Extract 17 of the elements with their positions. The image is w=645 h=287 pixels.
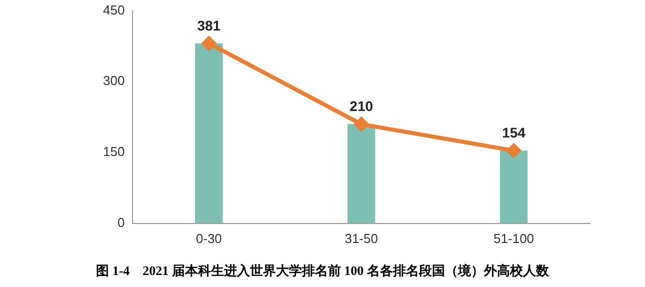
point <box>202 36 216 50</box>
data-label: 381 <box>197 17 221 34</box>
point <box>354 117 368 132</box>
point <box>506 144 521 158</box>
bar <box>348 124 376 224</box>
y-tick-label: 450 <box>102 2 125 18</box>
y-tick-label: 300 <box>102 73 125 88</box>
bar <box>500 150 528 224</box>
y-tick-label: 0 <box>117 214 125 230</box>
x-tick-label: 51-100 <box>494 230 534 246</box>
data-label: 154 <box>502 124 526 141</box>
text: 图 1-4 2021 届本科生进入世界大学排名前 100 名各排名段国（境）外高校人数 <box>95 262 550 280</box>
x-tick-label: 31-50 <box>344 230 378 246</box>
data-label: 210 <box>350 98 374 114</box>
x-tick-label: 0-30 <box>196 230 222 246</box>
bar <box>195 43 223 224</box>
y-tick-label: 150 <box>102 144 125 160</box>
